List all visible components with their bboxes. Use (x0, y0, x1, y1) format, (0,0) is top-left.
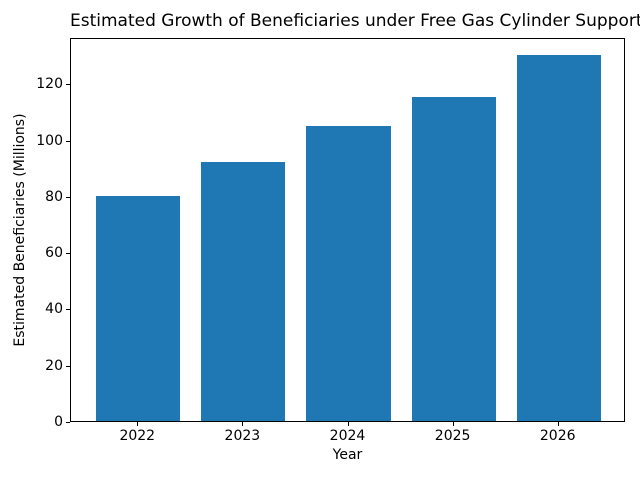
x-tick (557, 422, 559, 426)
bar-2022 (96, 195, 181, 421)
y-tick-label: 40 (45, 301, 63, 318)
y-tick-label: 0 (54, 414, 63, 430)
x-tick (347, 422, 349, 426)
y-tick-label: 20 (45, 357, 63, 374)
x-tick-label: 2025 (434, 428, 471, 444)
y-tick-label: 80 (45, 188, 63, 205)
y-tick (66, 84, 70, 85)
bar-2024 (306, 125, 391, 421)
x-tick-label: 2026 (539, 428, 576, 444)
x-tick (137, 422, 139, 426)
y-tick (66, 253, 70, 254)
bar-2023 (201, 162, 286, 421)
chart-title: Estimated Growth of Beneficiaries under … (70, 11, 640, 31)
x-tick-label: 2022 (119, 428, 156, 444)
x-axis-label: Year (332, 447, 363, 463)
x-tick-label: 2024 (329, 428, 366, 444)
y-tick (66, 309, 70, 310)
x-tick-label: 2023 (224, 428, 261, 444)
y-tick (66, 197, 70, 198)
x-tick (242, 422, 244, 426)
bar-2025 (411, 97, 496, 421)
x-tick (452, 422, 454, 426)
y-tick (66, 366, 70, 367)
y-tick-label: 60 (45, 245, 63, 262)
y-tick-label: 100 (36, 132, 63, 149)
y-tick (66, 422, 70, 423)
plot-area (70, 38, 625, 422)
y-axis-label: Estimated Beneficiaries (Millions) (12, 113, 28, 347)
y-tick (66, 141, 70, 142)
y-tick-label: 120 (36, 76, 63, 93)
bar-2026 (516, 55, 601, 421)
